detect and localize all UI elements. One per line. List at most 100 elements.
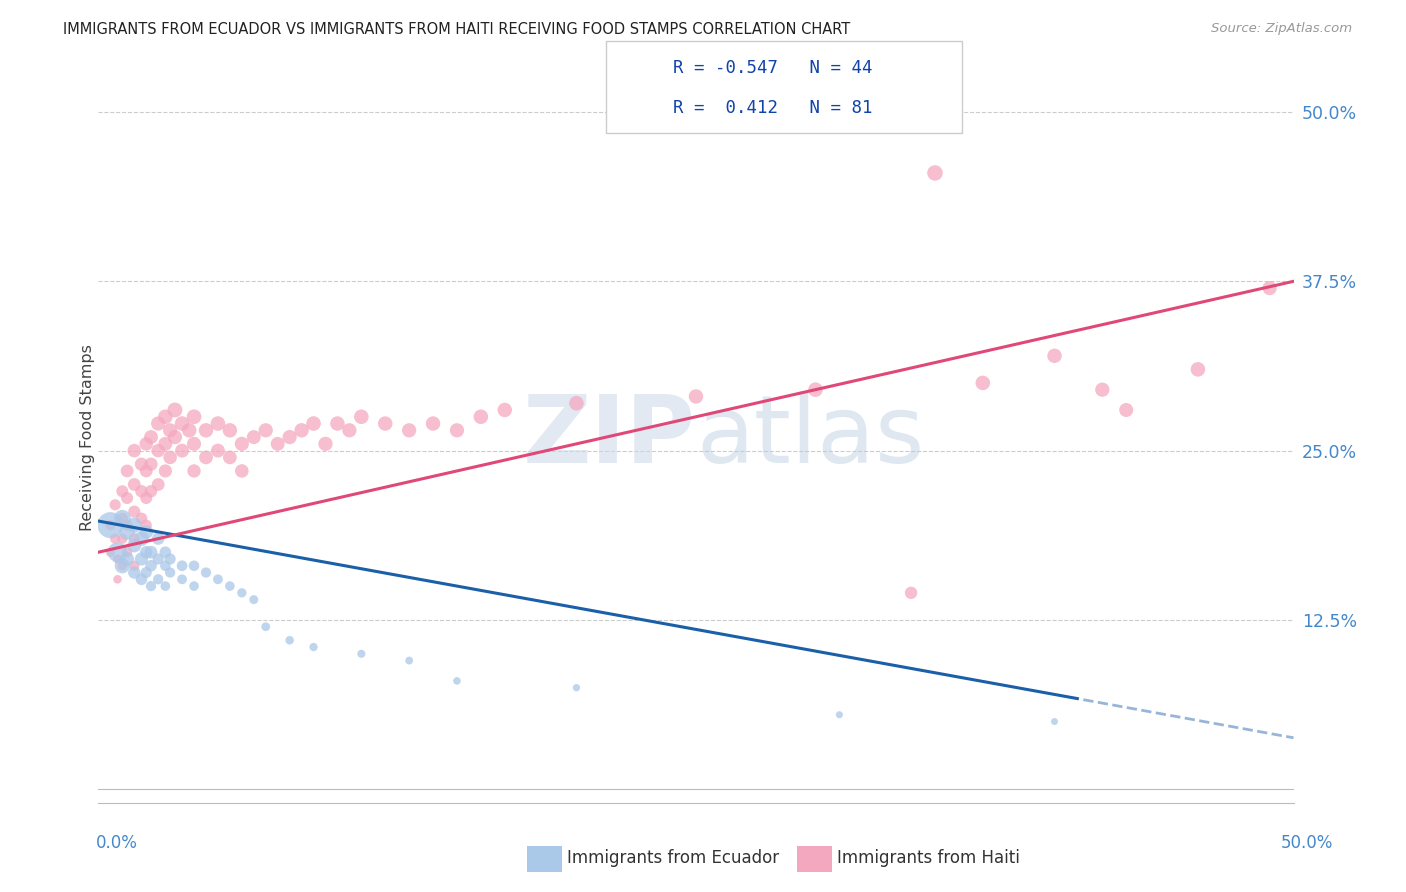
Point (98, 518, 122, 533)
Point (115, 552, 138, 566)
Point (139, 430, 162, 444)
Text: Immigrants from Haiti: Immigrants from Haiti (837, 849, 1019, 867)
Point (131, 484, 153, 499)
Point (278, 633, 301, 648)
Point (470, 409, 492, 424)
Point (124, 477, 146, 491)
Point (159, 552, 181, 566)
Point (231, 464, 253, 478)
Point (231, 437, 253, 451)
Point (326, 417, 349, 431)
Point (924, 166, 946, 180)
Point (115, 524, 138, 539)
Point (131, 511, 153, 525)
Text: atlas: atlas (696, 391, 924, 483)
Point (124, 505, 146, 519)
Point (219, 579, 242, 593)
Point (124, 518, 146, 533)
Point (131, 552, 153, 566)
Point (422, 417, 444, 431)
Point (207, 443, 229, 458)
Point (139, 558, 162, 573)
Point (111, 511, 134, 525)
Point (565, 681, 588, 695)
Point (111, 532, 134, 546)
Point (172, 443, 194, 458)
Point (219, 450, 242, 465)
Point (98, 545, 122, 559)
Point (1187, 362, 1209, 376)
Point (124, 532, 146, 546)
Point (124, 566, 146, 580)
Point (1091, 383, 1114, 397)
Point (195, 450, 218, 465)
Point (291, 423, 314, 437)
Point (135, 491, 157, 505)
Text: 0.0%: 0.0% (96, 834, 138, 852)
Point (148, 572, 170, 586)
Point (155, 545, 177, 559)
Point (148, 552, 170, 566)
Point (350, 647, 373, 661)
Point (172, 558, 194, 573)
Point (900, 586, 922, 600)
Point (302, 640, 325, 654)
Point (565, 396, 588, 410)
Point (155, 464, 177, 478)
Point (159, 450, 181, 465)
Point (195, 566, 218, 580)
Point (139, 457, 162, 471)
Point (494, 403, 516, 417)
Point (231, 586, 253, 600)
Point (148, 477, 170, 491)
Point (159, 423, 181, 437)
Point (183, 558, 205, 573)
Point (243, 592, 266, 607)
Point (135, 518, 157, 533)
Point (104, 498, 127, 512)
Point (804, 383, 827, 397)
Point (207, 572, 229, 586)
Point (111, 558, 134, 573)
Point (135, 524, 157, 539)
Point (1043, 349, 1066, 363)
Point (163, 403, 186, 417)
Point (972, 376, 994, 390)
Point (1258, 281, 1281, 295)
Point (163, 430, 186, 444)
Point (374, 417, 396, 431)
Point (131, 457, 153, 471)
Point (828, 707, 851, 722)
Point (254, 423, 277, 437)
Point (115, 545, 138, 559)
Point (107, 552, 129, 566)
Point (124, 443, 146, 458)
Point (131, 572, 153, 586)
Point (302, 417, 325, 431)
Y-axis label: Receiving Food Stamps: Receiving Food Stamps (80, 343, 94, 531)
Point (139, 545, 162, 559)
Point (339, 423, 361, 437)
Point (111, 511, 134, 525)
Point (207, 417, 229, 431)
Text: ZIP: ZIP (523, 391, 696, 483)
Point (183, 437, 205, 451)
Point (115, 518, 138, 533)
Point (155, 558, 177, 573)
Point (179, 423, 201, 437)
Point (685, 389, 707, 403)
Point (155, 409, 177, 424)
Text: R = -0.547   N = 44: R = -0.547 N = 44 (673, 60, 873, 78)
Point (139, 579, 162, 593)
Point (183, 464, 205, 478)
Text: R =  0.412   N = 81: R = 0.412 N = 81 (673, 99, 873, 117)
Point (1043, 714, 1066, 729)
Point (98, 518, 122, 533)
Point (398, 423, 420, 437)
Point (446, 423, 468, 437)
Point (124, 538, 146, 552)
Point (155, 437, 177, 451)
Point (107, 545, 129, 559)
Text: Source: ZipAtlas.com: Source: ZipAtlas.com (1212, 22, 1353, 36)
Point (148, 417, 170, 431)
